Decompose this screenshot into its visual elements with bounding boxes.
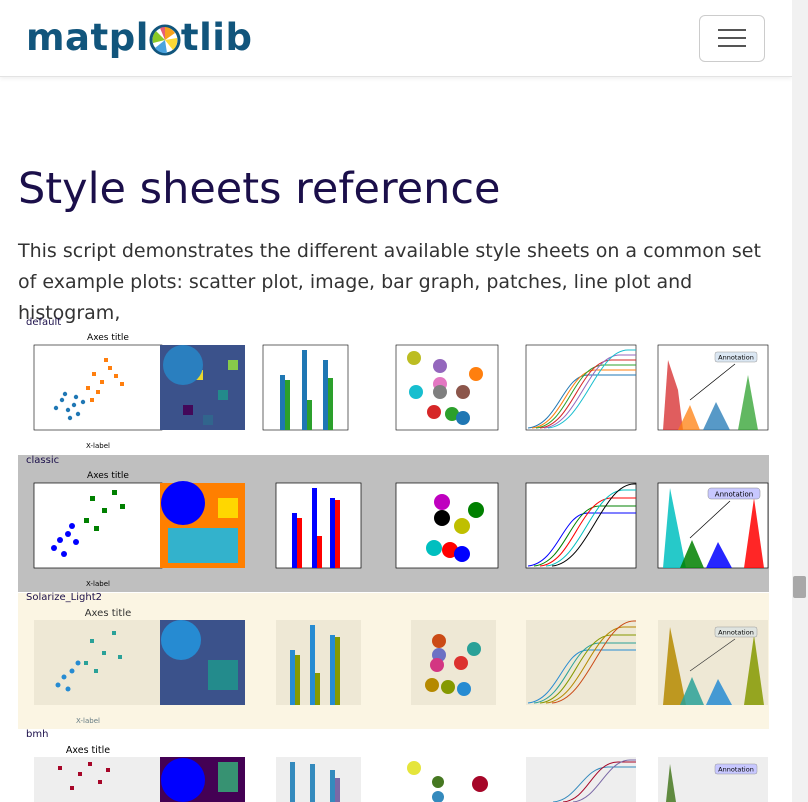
x-label: X-label [86, 442, 110, 450]
hamburger-icon [718, 45, 746, 47]
menu-toggle-button[interactable] [699, 15, 765, 62]
axes-title-bmh: Axes title [66, 745, 110, 756]
logo-text-left: matpl [26, 16, 149, 59]
solarize-figure: Axes title X-label Annotation [34, 608, 768, 725]
hamburger-icon [718, 37, 746, 39]
style-label-classic: classic [26, 455, 60, 466]
classic-figure: Axes title X-label Annotation [33, 471, 769, 588]
page-title: Style sheets reference [18, 164, 501, 214]
x-label-solarize: X-label [76, 717, 100, 725]
bmh-figure: Axes title Annotation [34, 745, 768, 802]
scrollbar-thumb[interactable] [793, 576, 806, 598]
axes-title-solarize: Axes title [85, 608, 132, 619]
annotation-label: Annotation [718, 354, 754, 362]
style-label-bmh: bmh [26, 729, 49, 740]
style-label-solarize: Solarize_Light2 [26, 592, 102, 603]
hamburger-icon [718, 29, 746, 31]
intro-paragraph: This script demonstrates the different a… [18, 240, 761, 324]
x-label-classic: X-label [86, 580, 110, 588]
top-navbar: matpl tlib [0, 0, 792, 77]
scrollbar-track[interactable] [792, 0, 808, 802]
default-figure: Axes title X-label Annotation [33, 333, 769, 450]
style-label-default: default [26, 317, 62, 328]
axes-title-classic: Axes title [87, 471, 129, 481]
annotation-label-solarize: Annotation [718, 629, 754, 637]
logo-wheel-icon [149, 24, 181, 55]
logo-text-right: tlib [180, 16, 253, 59]
annotation-label-classic: Annotation [715, 491, 753, 499]
axes-title: Axes title [87, 333, 129, 343]
scatter-points [53, 358, 124, 421]
matplotlib-logo[interactable]: matpl tlib [26, 16, 252, 60]
annotation-label-bmh: Annotation [718, 766, 754, 774]
